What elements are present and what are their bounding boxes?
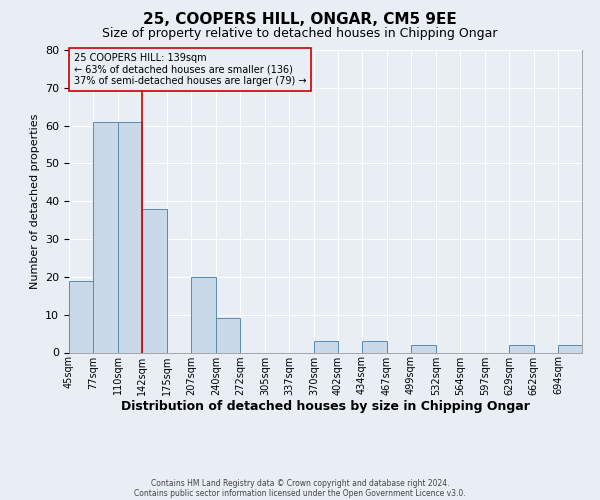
X-axis label: Distribution of detached houses by size in Chipping Ongar: Distribution of detached houses by size … <box>121 400 530 413</box>
Bar <box>216 318 240 352</box>
Bar <box>509 345 533 352</box>
Bar <box>69 280 93 352</box>
Bar <box>362 341 387 352</box>
Text: Contains public sector information licensed under the Open Government Licence v3: Contains public sector information licen… <box>134 488 466 498</box>
Text: 25, COOPERS HILL, ONGAR, CM5 9EE: 25, COOPERS HILL, ONGAR, CM5 9EE <box>143 12 457 28</box>
Text: Contains HM Land Registry data © Crown copyright and database right 2024.: Contains HM Land Registry data © Crown c… <box>151 478 449 488</box>
Bar <box>93 122 118 352</box>
Text: Size of property relative to detached houses in Chipping Ongar: Size of property relative to detached ho… <box>102 28 498 40</box>
Bar <box>411 345 436 352</box>
Bar <box>118 122 142 352</box>
Bar <box>314 341 338 352</box>
Bar <box>142 209 167 352</box>
Y-axis label: Number of detached properties: Number of detached properties <box>29 114 40 289</box>
Bar <box>191 277 216 352</box>
Bar <box>558 345 582 352</box>
Text: 25 COOPERS HILL: 139sqm
← 63% of detached houses are smaller (136)
37% of semi-d: 25 COOPERS HILL: 139sqm ← 63% of detache… <box>74 53 307 86</box>
